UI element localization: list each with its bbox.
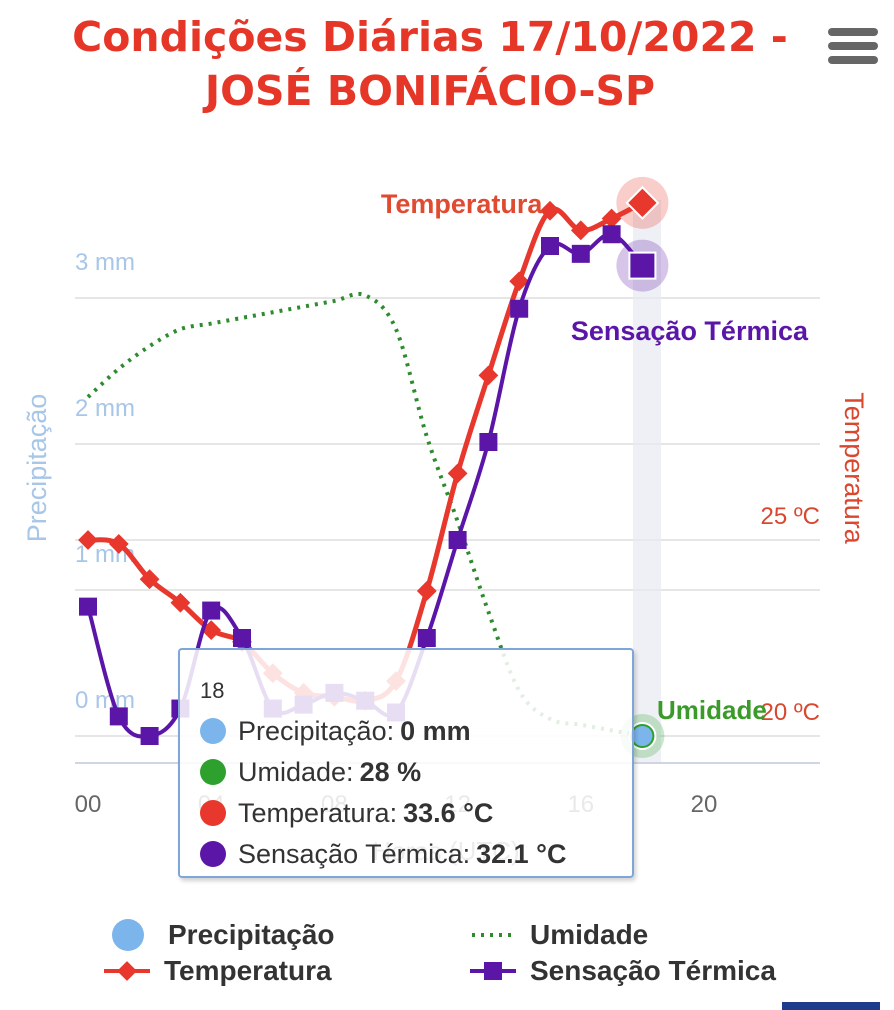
y-left-axis-title: Precipitação bbox=[22, 394, 52, 543]
line-square-icon bbox=[470, 962, 516, 980]
y-left-tick-label: 3 mm bbox=[75, 249, 135, 276]
legend-item[interactable]: Precipitação bbox=[108, 917, 335, 953]
tooltip-value: 0 mm bbox=[400, 715, 471, 746]
y-right-axis-title: Temperatura bbox=[839, 392, 869, 545]
sensacao-termica-point[interactable] bbox=[140, 727, 159, 745]
sensacao-termica-point[interactable] bbox=[448, 531, 467, 549]
sensacao-termica-point[interactable] bbox=[541, 237, 559, 255]
menu-bar bbox=[828, 56, 878, 64]
tooltip-series-name: Sensação Térmica: bbox=[238, 838, 471, 869]
series-label-umidade: Umidade bbox=[657, 695, 767, 725]
tooltip-header: 18 bbox=[200, 678, 225, 703]
sensacao-termica-point[interactable] bbox=[602, 225, 621, 244]
legend-label: Umidade bbox=[530, 919, 649, 950]
legend-label: Temperatura bbox=[164, 955, 332, 986]
y-right-tick-label: 25 ºC bbox=[761, 503, 820, 530]
page-title: Condições Diárias 17/10/2022 - JOSÉ BONI… bbox=[72, 13, 788, 115]
tooltip-dot bbox=[200, 800, 226, 826]
tooltip-series-name: Temperatura: bbox=[238, 797, 398, 828]
tooltip-row: Sensação Térmica: 32.1 °C bbox=[200, 837, 566, 871]
precipitacao-point[interactable] bbox=[632, 726, 653, 746]
tooltip-value: 33.6 °C bbox=[403, 797, 494, 828]
legend-label: Precipitação bbox=[168, 919, 335, 950]
sensacao-termica-point[interactable] bbox=[479, 433, 498, 451]
temperatura-point[interactable] bbox=[478, 365, 499, 386]
tooltip-series-name: Umidade: bbox=[238, 756, 354, 787]
menu-bar bbox=[828, 28, 878, 36]
sensacao-termica-point[interactable] bbox=[202, 601, 221, 620]
temperatura-point[interactable] bbox=[416, 581, 437, 601]
tooltip-dot bbox=[200, 841, 226, 867]
corner-bar bbox=[782, 1002, 880, 1010]
tooltip-value: 28 % bbox=[359, 756, 422, 787]
series-line-umidade bbox=[86, 291, 643, 738]
tooltip-row: Precipitação: 0 mm bbox=[200, 714, 471, 748]
temperatura-hover-point[interactable] bbox=[625, 185, 660, 220]
sensacao-termica-point[interactable] bbox=[571, 244, 590, 263]
tooltip-row: Temperatura: 33.6 °C bbox=[200, 796, 493, 830]
sensacao-termica-hover-point[interactable] bbox=[628, 251, 657, 280]
legend-item[interactable]: Sensação Térmica bbox=[470, 953, 776, 989]
tooltip-dot bbox=[200, 718, 226, 744]
sensacao-termica-point[interactable] bbox=[79, 597, 97, 616]
tooltip-value: 32.1 °C bbox=[476, 838, 567, 869]
line-diamond-icon bbox=[104, 961, 150, 981]
sensacao-termica-point[interactable] bbox=[417, 629, 436, 647]
temperatura-point[interactable] bbox=[447, 463, 468, 484]
series-label-temperatura: Temperatura bbox=[381, 189, 544, 219]
circle-icon bbox=[112, 919, 144, 951]
legend-label: Sensação Térmica bbox=[530, 955, 776, 986]
dotted-line-icon bbox=[472, 933, 516, 937]
sensacao-termica-point[interactable] bbox=[510, 299, 529, 318]
hamburger-menu-icon[interactable] bbox=[828, 28, 878, 68]
x-tick-label: 00 bbox=[75, 791, 102, 818]
tooltip: 18 Precipitação: 0 mm Umidade: 28 % Temperat… bbox=[178, 648, 634, 878]
hover-band bbox=[633, 200, 661, 762]
series-line-temperatura bbox=[87, 200, 644, 704]
tooltip-dot bbox=[200, 759, 226, 785]
y-left-tick-label: 2 mm bbox=[75, 395, 135, 422]
y-right-tick-label: 20 ºC bbox=[761, 699, 820, 726]
sensacao-termica-point[interactable] bbox=[233, 629, 251, 647]
series-label-sensacao-termica: Sensação Térmica bbox=[571, 316, 809, 346]
tooltip-row: Umidade: 28 % bbox=[200, 755, 421, 789]
legend-item[interactable]: Temperatura bbox=[104, 953, 332, 989]
menu-bar bbox=[828, 42, 878, 50]
tooltip-series-name: Precipitação: bbox=[238, 715, 395, 746]
sensacao-termica-point[interactable] bbox=[109, 707, 128, 726]
legend-item[interactable]: Umidade bbox=[470, 917, 648, 953]
temperatura-point[interactable] bbox=[509, 271, 530, 292]
x-tick-label: 20 bbox=[691, 791, 718, 818]
